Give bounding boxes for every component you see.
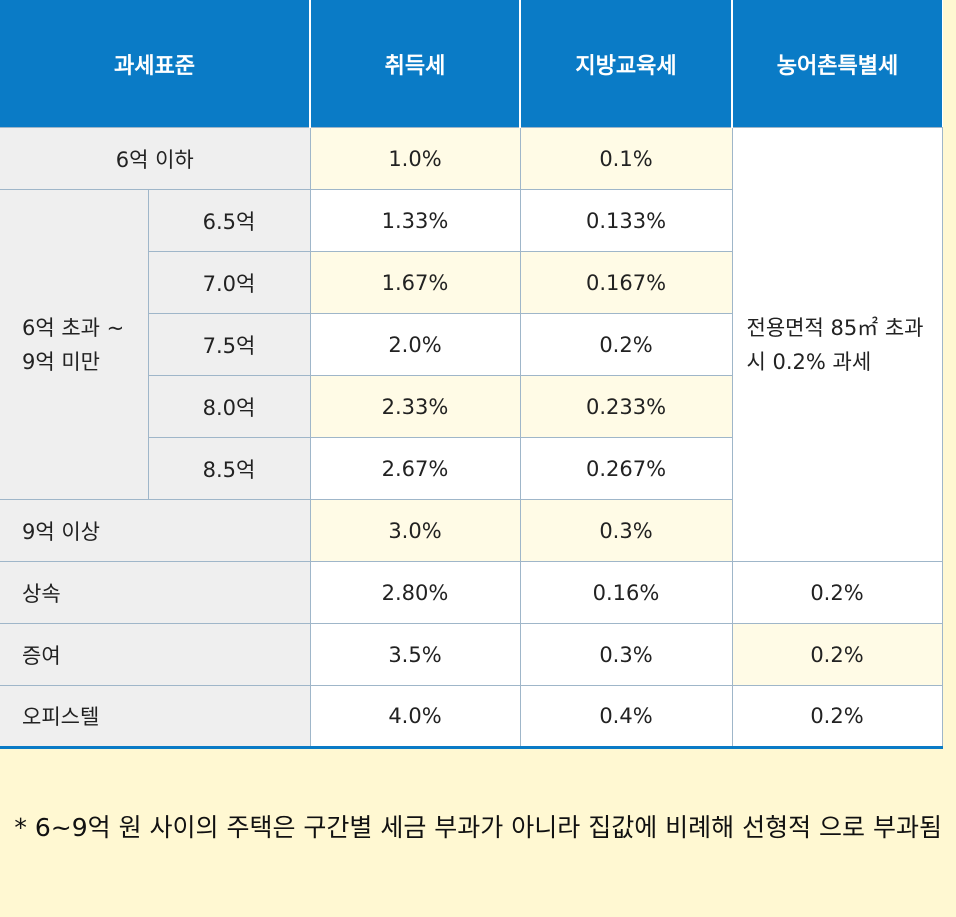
cell: 1.33%: [309, 189, 521, 252]
cell: 2.0%: [309, 313, 521, 376]
label-cell: 증여: [0, 623, 311, 686]
cell: 0.133%: [519, 189, 733, 252]
row: 8.0억 2.33% 0.233%: [0, 375, 942, 438]
label-cell: 7.5억: [148, 313, 311, 376]
row: 6억 이하 1.0% 0.1% 전용면적 85㎡ 초과 시 0.2% 과세: [0, 127, 943, 562]
cell: 0.2%: [519, 313, 733, 376]
cell: 0.16%: [519, 561, 733, 624]
cell: 3.5%: [309, 623, 521, 686]
cell: 0.167%: [519, 251, 733, 314]
label-cell: 6.5억: [147, 189, 311, 252]
cell: 0.2%: [731, 623, 943, 686]
cell: 0.233%: [519, 375, 733, 438]
row: 증여 3.5% 0.3% 0.2%: [0, 623, 943, 686]
row: 7.5억 2.0% 0.2%: [0, 313, 942, 376]
cell: 2.67%: [309, 437, 521, 500]
row: 7.0억 1.67% 0.167%: [0, 251, 942, 314]
cell: 0.1%: [519, 127, 733, 190]
cell: 0.2%: [731, 561, 943, 624]
cell: 0.2%: [731, 685, 943, 749]
cell: 0.3%: [519, 623, 733, 686]
tax-table: 과세표준 취득세 지방교육세 농어촌특별세 6억 이하 1.0% 0.1% 전용…: [0, 0, 943, 749]
row: 오피스텔 4.0% 0.4% 0.2%: [0, 685, 943, 749]
cell: 3.0%: [309, 499, 521, 562]
label-cell: 상속: [0, 561, 311, 624]
header-cell: 지방교육세: [519, 0, 732, 128]
label-cell: 7.0억: [148, 251, 311, 314]
header-cell: 취득세: [309, 0, 520, 128]
cell: 1.67%: [309, 251, 521, 314]
cell: 0.3%: [519, 499, 733, 562]
cell: 2.33%: [309, 375, 521, 438]
row: 상속 2.80% 0.16% 0.2%: [0, 561, 943, 624]
cell: 4.0%: [309, 685, 521, 749]
footnote: * 6~9억 원 사이의 주택은 구간별 세금 부과가 아니라 집값에 비례해 …: [14, 813, 942, 842]
cell: 1.0%: [309, 127, 521, 190]
header-row: 과세표준 취득세 지방교육세 농어촌특별세: [0, 0, 942, 128]
row: 6억 초과 ~9억 미만 6.5억 1.33% 0.133%: [0, 189, 942, 500]
cell: 0.267%: [519, 437, 733, 500]
label-cell: 6억 이하: [0, 127, 311, 190]
cell: 0.4%: [519, 685, 733, 749]
label-cell: 8.0억: [148, 375, 311, 438]
label-cell: 9억 이상: [0, 499, 311, 562]
label-cell: 8.5억: [148, 437, 311, 500]
header-cell: 농어촌특별세: [731, 0, 942, 128]
note-cell: 전용면적 85㎡ 초과 시 0.2% 과세: [731, 127, 943, 562]
group-cell: 6억 초과 ~9억 미만: [0, 189, 149, 500]
row: 9억 이상 3.0% 0.3%: [0, 499, 942, 562]
header-cell: 과세표준: [0, 0, 310, 128]
cell: 2.80%: [309, 561, 521, 624]
label-cell: 오피스텔: [0, 685, 311, 749]
